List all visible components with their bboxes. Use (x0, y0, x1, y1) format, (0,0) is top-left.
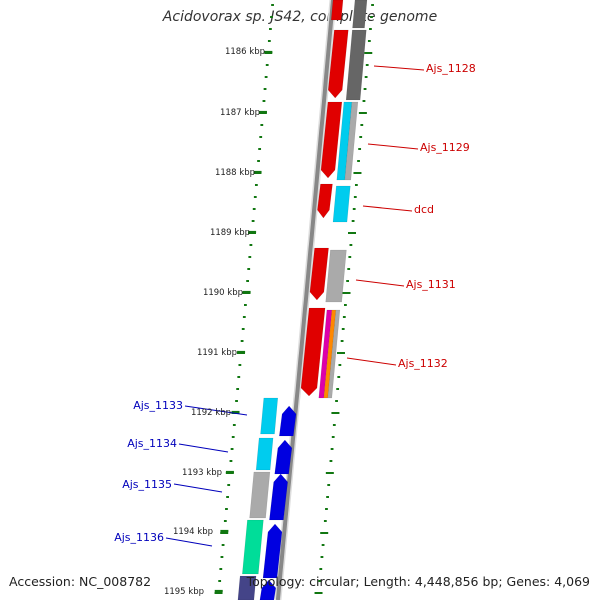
scale-label: 1187 kbp (220, 108, 260, 118)
leader-line (373, 65, 425, 71)
diagram-title: Acidovorax sp. JS42, complete genome (162, 9, 438, 25)
gene-arrow (317, 183, 333, 219)
leader-line (173, 483, 223, 493)
gene-label[interactable]: Ajs_1128 (426, 62, 476, 75)
gene-arrow (300, 307, 326, 397)
annotation-band (255, 437, 274, 471)
leader-line (165, 537, 213, 547)
gene-arrow (327, 29, 349, 99)
gene-arrow (274, 439, 293, 475)
leader-line (362, 205, 413, 212)
leader-line (184, 405, 248, 416)
leader-line (367, 143, 419, 150)
annotation-band (325, 249, 347, 303)
scale-label: 1186 kbp (225, 47, 265, 57)
gene-labels-left: Ajs_1133 Ajs_1134 Ajs_1135 Ajs_1136 (114, 399, 183, 544)
genome-summary-text: Topology: circular; Length: 4,448,856 bp… (246, 574, 590, 589)
gene-labels-right: Ajs_1128 Ajs_1129 dcd Ajs_1131 Ajs_1132 (398, 62, 476, 370)
leader-line (355, 279, 405, 287)
scale-label: 1194 kbp (173, 527, 213, 537)
scale-label: 1195 kbp (164, 587, 204, 597)
gene-label[interactable]: Ajs_1136 (114, 531, 164, 544)
gene-arrow (309, 247, 329, 301)
gene-arrow (269, 473, 288, 521)
leader-line (346, 357, 397, 366)
gene-label[interactable]: dcd (414, 203, 434, 216)
annotation-band (345, 29, 367, 101)
gene-label[interactable]: Ajs_1134 (127, 437, 177, 450)
annotation-band (352, 0, 368, 29)
gene-arrow (262, 523, 283, 579)
annotation-band (260, 397, 279, 435)
gene-label[interactable]: Ajs_1135 (122, 478, 172, 491)
backbone-line (275, 0, 335, 600)
gene-arrow (330, 0, 344, 21)
leader-line (178, 443, 229, 453)
scale-label: 1190 kbp (203, 288, 243, 298)
feature-arrows (237, 0, 368, 600)
scale-label: 1191 kbp (197, 348, 237, 358)
annotation-band (237, 575, 257, 600)
scale-labels: 1186 kbp 1187 kbp 1188 kbp 1189 kbp 1190… (164, 47, 265, 597)
scale-label: 1193 kbp (182, 468, 222, 478)
gene-arrow (259, 579, 277, 600)
annotation-band (344, 101, 359, 181)
gene-arrow (320, 101, 343, 179)
annotation-band (242, 519, 264, 575)
scale-label: 1192 kbp (191, 408, 231, 418)
scale-label: 1188 kbp (215, 168, 255, 178)
annotation-band (249, 471, 271, 519)
accession-text: Accession: NC_008782 (9, 574, 152, 589)
scale-label: 1189 kbp (210, 228, 250, 238)
tick-marks (214, 4, 374, 594)
annotation-band (332, 185, 351, 223)
gene-label[interactable]: Ajs_1133 (133, 399, 183, 412)
genome-backbone (274, 0, 337, 600)
gene-label[interactable]: Ajs_1129 (420, 141, 470, 154)
gene-arrow (279, 405, 297, 437)
gene-label[interactable]: Ajs_1131 (406, 278, 456, 291)
annotation-band (327, 309, 341, 399)
gene-label[interactable]: Ajs_1132 (398, 357, 448, 370)
label-leader-lines (165, 65, 425, 547)
